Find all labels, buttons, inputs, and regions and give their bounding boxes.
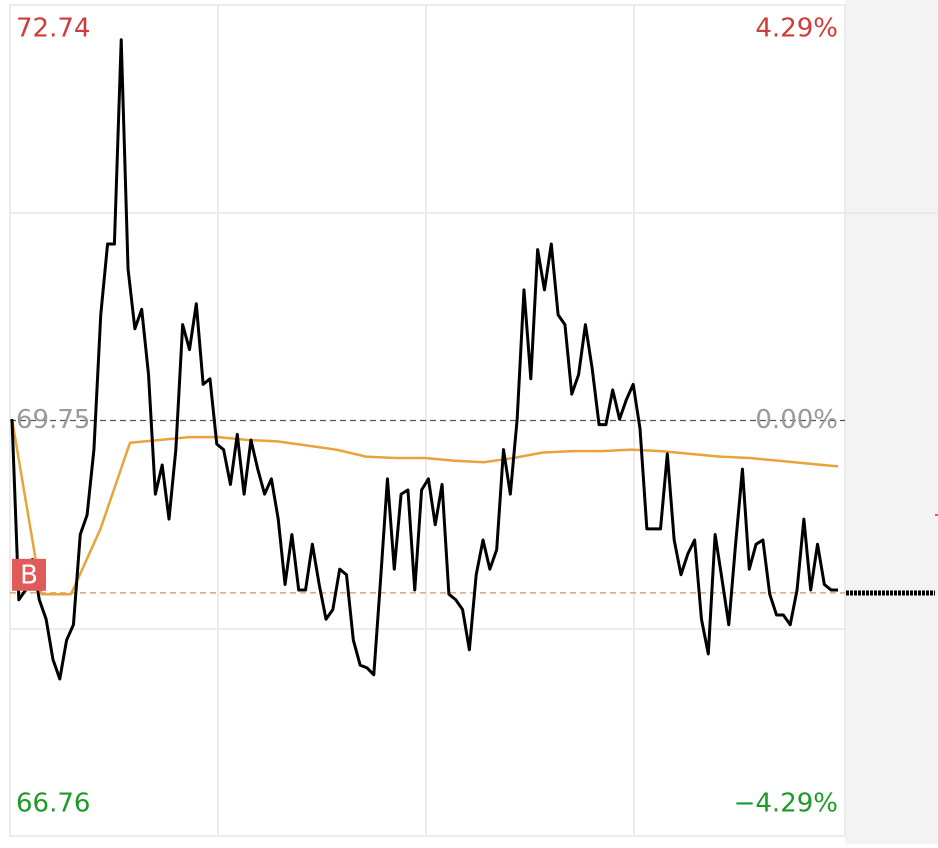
y-tick-label: 72.74	[16, 14, 90, 44]
side-panel	[845, 0, 938, 844]
y-tick-label: 69.75	[16, 405, 90, 435]
y2-tick-label: −4.29%	[734, 789, 838, 819]
y2-tick-label: 0.00%	[755, 405, 838, 435]
y-tick-label: 66.76	[16, 789, 90, 819]
buy-badge	[12, 558, 46, 591]
buy-label: B	[20, 560, 38, 590]
average-line	[10, 418, 839, 596]
price-line	[10, 38, 838, 681]
y2-tick-label: 4.29%	[755, 14, 838, 44]
